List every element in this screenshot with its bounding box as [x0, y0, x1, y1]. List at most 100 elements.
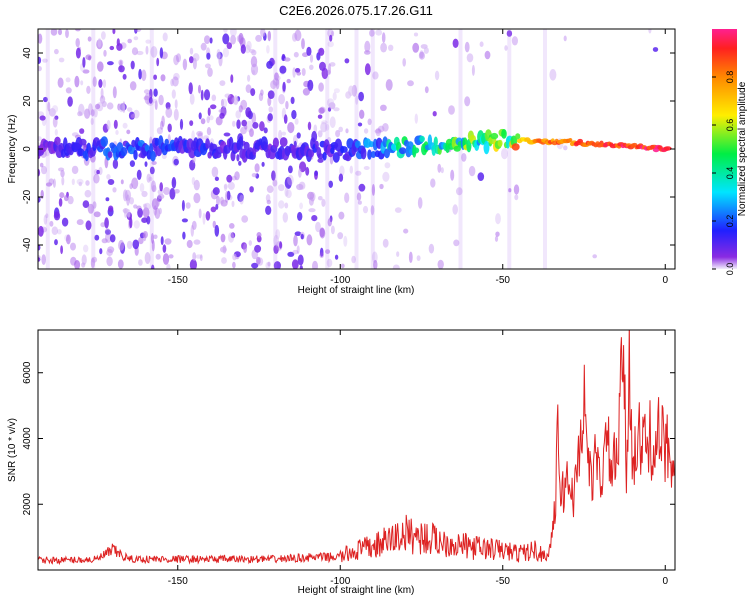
spectrogram-cell [199, 254, 203, 262]
spectrogram-ridge-cell [360, 147, 367, 160]
spectrogram-cell [267, 90, 275, 99]
spectrogram-cell [41, 165, 47, 175]
spectrogram-ridge-cell [663, 146, 672, 151]
spectrogram-cell [364, 40, 371, 53]
spectrogram-cell [291, 259, 299, 269]
spectrogram-cell [126, 240, 133, 250]
spectrogram-cell [144, 252, 151, 264]
spectrogram-ridge-cell [490, 132, 499, 140]
spectrogram-cell [464, 41, 470, 53]
spectrogram-cell [56, 229, 62, 235]
spectrogram-cell [328, 63, 331, 75]
spectrogram-cell [392, 264, 400, 269]
spectrogram-cell [290, 96, 295, 105]
spectrogram-cell [384, 162, 391, 169]
spectrogram-cell [85, 180, 90, 186]
spectrogram-cell [95, 103, 101, 110]
spectrogram-cell [494, 235, 499, 242]
spectrogram-cell [453, 239, 460, 247]
spectrogram-cell [343, 235, 348, 247]
spectrogram-cell [65, 87, 72, 94]
y-tick-label: -20 [22, 189, 33, 204]
spectrogram-cell [351, 255, 356, 264]
spectrogram-cell [274, 72, 279, 81]
spectrogram-cell [319, 227, 325, 238]
spectrogram-cell [61, 217, 69, 227]
spectrogram-cell [373, 259, 378, 269]
spectrogram-cell [129, 183, 133, 190]
spectrogram-cell [77, 111, 83, 117]
colorbar-tick-label: 0.2 [725, 215, 735, 228]
spectrogram-cell [162, 32, 168, 42]
spectrogram-cell [266, 199, 271, 205]
spectrogram-cell [281, 131, 287, 136]
spectrogram-cell [294, 68, 301, 73]
snr-y-label: SNR (10 * v/v) [7, 418, 18, 482]
spectrogram-cell [130, 114, 135, 119]
spectrogram-cell [47, 101, 51, 112]
colorbar-ticks: 0.0 0.2 0.4 0.6 0.8 [712, 71, 735, 275]
spectrogram-cell [338, 126, 344, 133]
spectrogram-cell [151, 185, 157, 193]
spectrogram-cell [90, 257, 95, 269]
spectrogram-cell [334, 254, 339, 260]
spectrogram-ridge-cell [322, 151, 327, 161]
x-tick-label: -150 [168, 275, 188, 286]
spectrogram-cell [127, 107, 133, 112]
colorbar-label: Normalized spectral amplitude [737, 81, 748, 216]
spectrogram-cell [338, 173, 344, 182]
spectrogram-cell [154, 100, 158, 110]
spectrogram-cell [382, 238, 389, 248]
spectrogram-cell [286, 78, 291, 84]
spectrogram-cell [54, 129, 58, 136]
spectrogram-cell [83, 244, 89, 253]
spectrogram-cell [101, 31, 106, 40]
spectrogram-cell [363, 166, 370, 170]
spectrogram-ridge-cell [340, 146, 348, 153]
spectrogram-cell [328, 102, 336, 110]
spectrogram-ridge-cell [419, 135, 425, 143]
spectrogram-cell [158, 94, 164, 106]
spectrogram-cell [159, 182, 163, 192]
spectrogram-cell [216, 48, 221, 60]
spectrogram-cell [338, 211, 345, 220]
spectrogram-cell [193, 239, 201, 245]
spectrogram-cell [508, 188, 512, 193]
spectrogram-cell [284, 176, 292, 189]
spectrogram-cell [287, 251, 295, 257]
spectrogram-cell [156, 127, 163, 135]
spectrogram-cell [298, 168, 302, 178]
spectrogram-cell [364, 50, 371, 55]
spectrogram-cell [102, 101, 107, 108]
spectrogram-cell [75, 38, 80, 48]
spectrogram-cell [157, 193, 165, 200]
spectrogram-cell [333, 88, 340, 94]
snr-panel: -150 -100 -50 0 2000 4000 6000 Height of stra… [7, 329, 676, 596]
spectrogram-cell [143, 89, 150, 94]
spectrogram-cell [324, 123, 330, 131]
spectrogram-cell [96, 169, 100, 175]
spectrogram-cell [49, 220, 54, 227]
spectrogram-cell [284, 187, 289, 197]
spectrogram-cell [198, 112, 202, 120]
spectrogram-cell [283, 114, 288, 124]
spectrogram-cell [326, 98, 335, 107]
spectrogram-cell [188, 82, 193, 95]
spectrogram-cell [222, 245, 227, 254]
spectrogram-cell [214, 224, 220, 237]
spectrogram-cell [126, 129, 131, 135]
spectrogram-ridge-cell [314, 140, 319, 150]
spectrogram-cell [282, 212, 288, 223]
spectrogram-cell [362, 205, 369, 214]
spectrogram-cell [132, 239, 140, 250]
spectrogram-cell [372, 71, 379, 80]
spectrogram-cell [273, 244, 279, 254]
spectrogram-cell [227, 181, 235, 190]
spectrogram-cell [93, 173, 100, 184]
spectrogram-cell [158, 207, 162, 215]
spectrogram-cell [326, 69, 331, 75]
spectrogram-cell [314, 170, 318, 176]
spectrogram-ridge-cell [334, 138, 342, 152]
spectrogram-cell [202, 212, 206, 225]
spectrogram-cell [42, 58, 48, 63]
